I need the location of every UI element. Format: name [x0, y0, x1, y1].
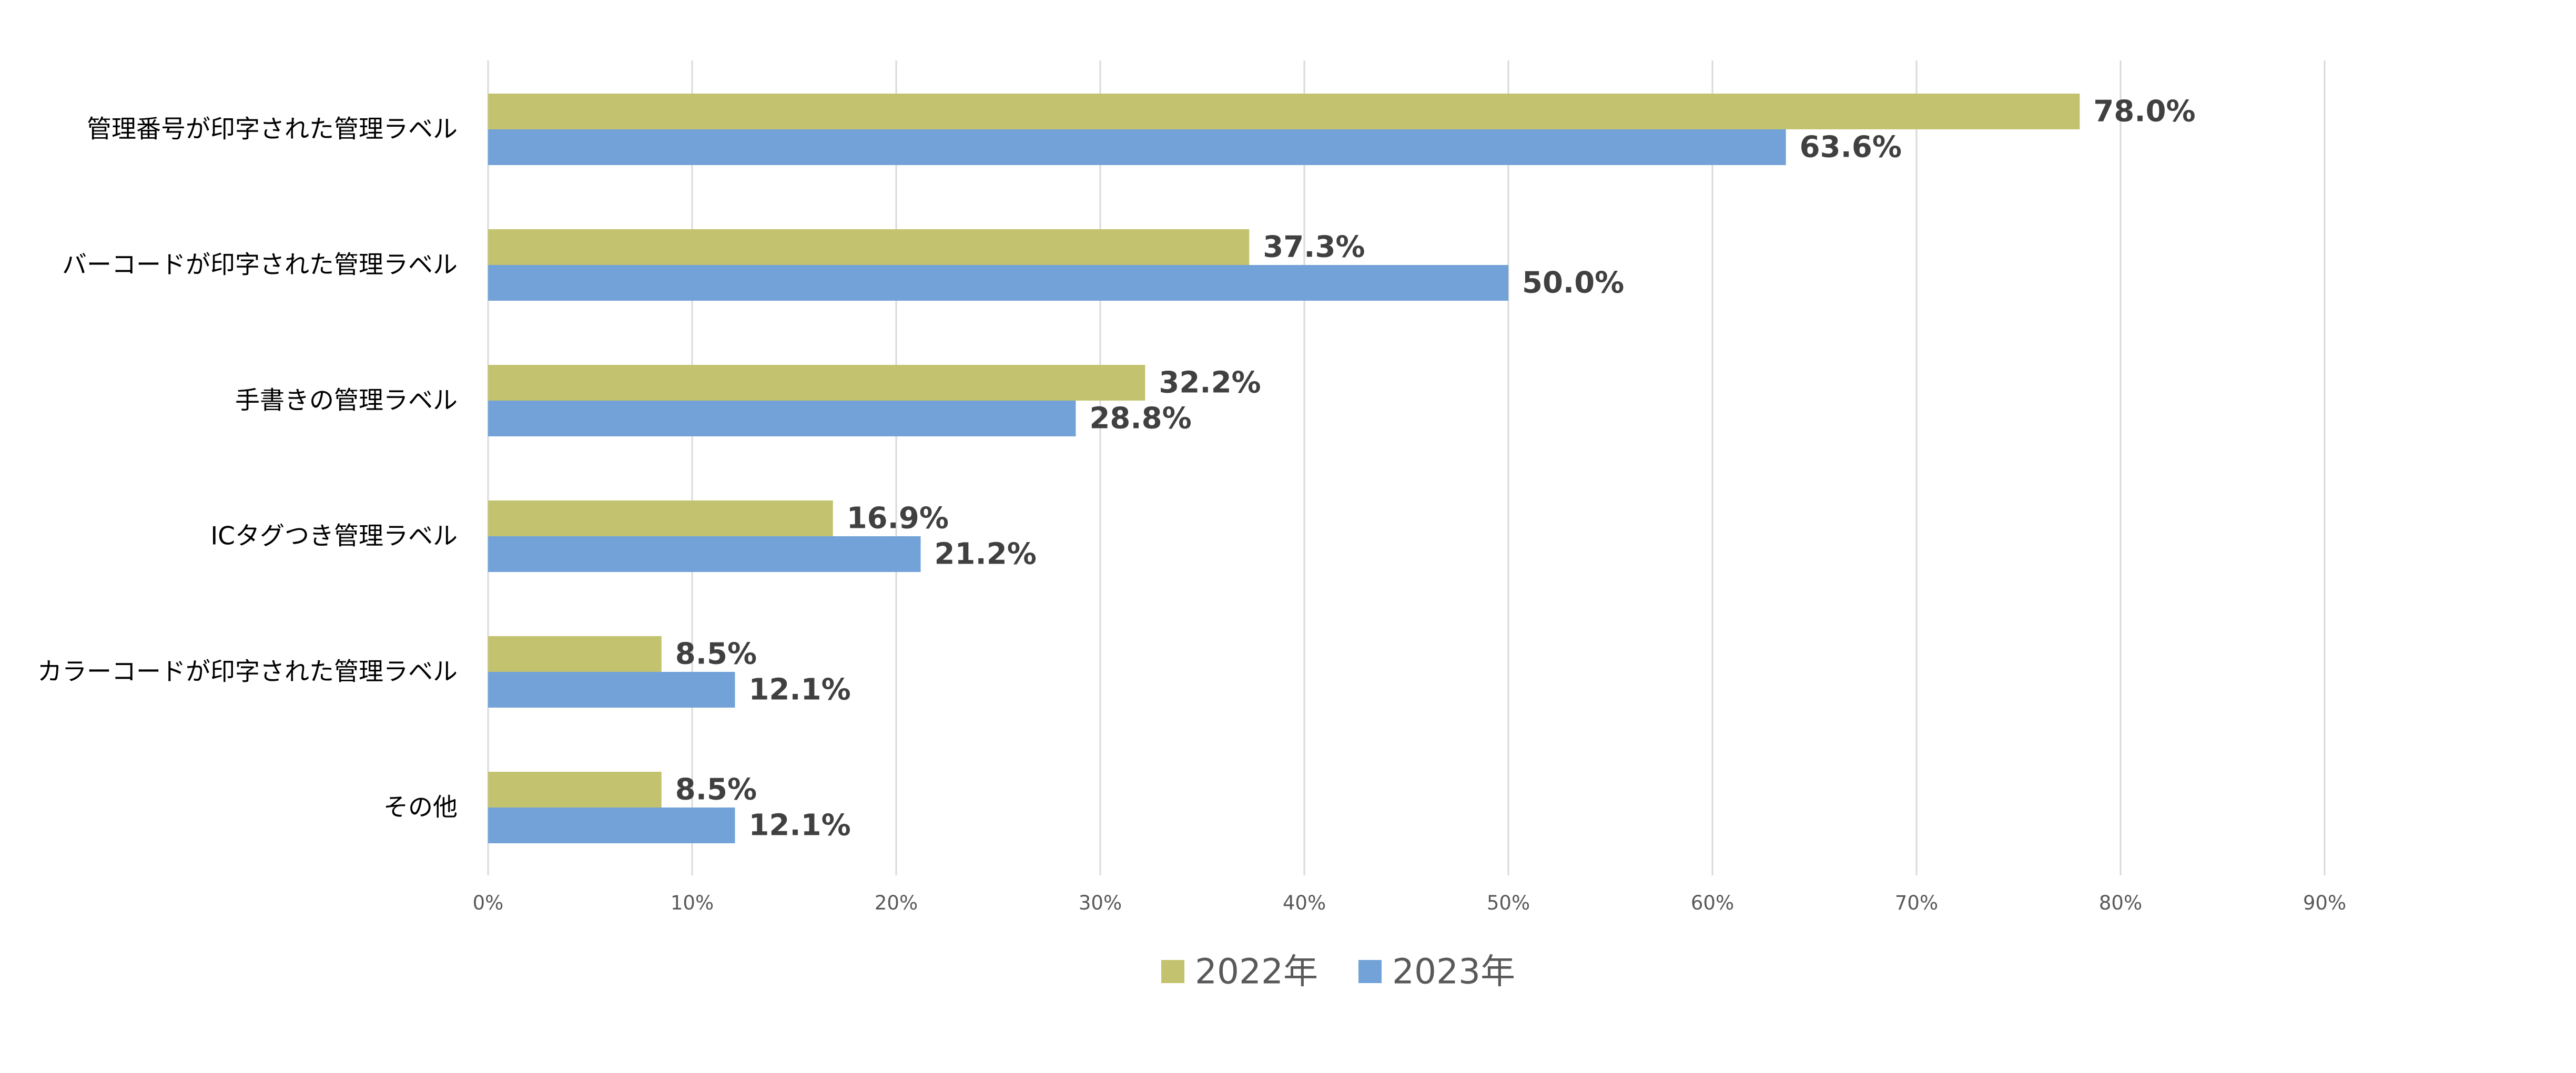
category-labels: 管理番号が印字された管理ラベルバーコードが印字された管理ラベル手書きの管理ラベル… — [37, 115, 458, 822]
data-label: 63.6% — [1800, 130, 1902, 165]
bar-series2 — [488, 265, 1508, 301]
category-label: 手書きの管理ラベル — [235, 386, 458, 415]
data-label: 37.3% — [1263, 230, 1365, 264]
bar-series1 — [488, 500, 833, 536]
legend-swatch — [1358, 960, 1382, 983]
data-label: 32.2% — [1159, 366, 1261, 400]
bar-series1 — [488, 94, 2080, 129]
legend: 2022年 2023年 — [1161, 952, 1515, 992]
data-label: 16.9% — [847, 502, 949, 536]
x-tick-label: 90% — [2303, 892, 2346, 914]
legend-swatch — [1161, 960, 1184, 983]
data-label: 8.5% — [675, 773, 757, 807]
bar-series2 — [488, 129, 1786, 165]
x-tick-label: 70% — [1895, 892, 1938, 914]
data-label: 28.8% — [1089, 402, 1191, 436]
bar-series1 — [488, 636, 662, 672]
data-label: 78.0% — [2093, 95, 2195, 129]
legend-label: 2022年 — [1195, 952, 1318, 992]
bar-series2 — [488, 672, 735, 708]
data-label: 21.2% — [935, 537, 1037, 571]
category-label: バーコードが印字された管理ラベル — [62, 251, 458, 280]
bar-series2 — [488, 536, 921, 572]
x-tick-label: 60% — [1691, 892, 1734, 914]
category-label: ICタグつき管理ラベル — [210, 522, 458, 551]
data-label: 12.1% — [748, 809, 850, 843]
x-tick-label: 50% — [1487, 892, 1530, 914]
x-axis-tick-labels: 0% 10% 20% 30% 40% 50% 60% 70% 80% 90% — [473, 892, 2346, 914]
category-label: 管理番号が印字された管理ラベル — [87, 115, 458, 144]
data-label: 8.5% — [675, 637, 757, 671]
x-tick-label: 20% — [875, 892, 918, 914]
bar-series2 — [488, 808, 735, 843]
bar-series2 — [488, 401, 1076, 436]
bars: 78.0% 63.6% 37.3% 50.0% 32.2%28.8% 16.9%21.2%… — [488, 94, 2196, 843]
x-tick-label: 0% — [473, 892, 504, 914]
gridlines — [487, 60, 2326, 875]
legend-label: 2023年 — [1392, 952, 1515, 992]
data-label: 12.1% — [748, 673, 850, 707]
bar-series1 — [488, 229, 1250, 265]
x-tick-label: 80% — [2099, 892, 2142, 914]
bar-series1 — [488, 365, 1145, 401]
bar-series1 — [488, 772, 662, 808]
category-label: その他 — [383, 793, 458, 822]
x-tick-label: 40% — [1283, 892, 1326, 914]
data-label: 50.0% — [1522, 266, 1624, 300]
x-tick-label: 10% — [671, 892, 714, 914]
category-label: カラーコードが印字された管理ラベル — [37, 658, 458, 687]
x-tick-label: 30% — [1079, 892, 1122, 914]
